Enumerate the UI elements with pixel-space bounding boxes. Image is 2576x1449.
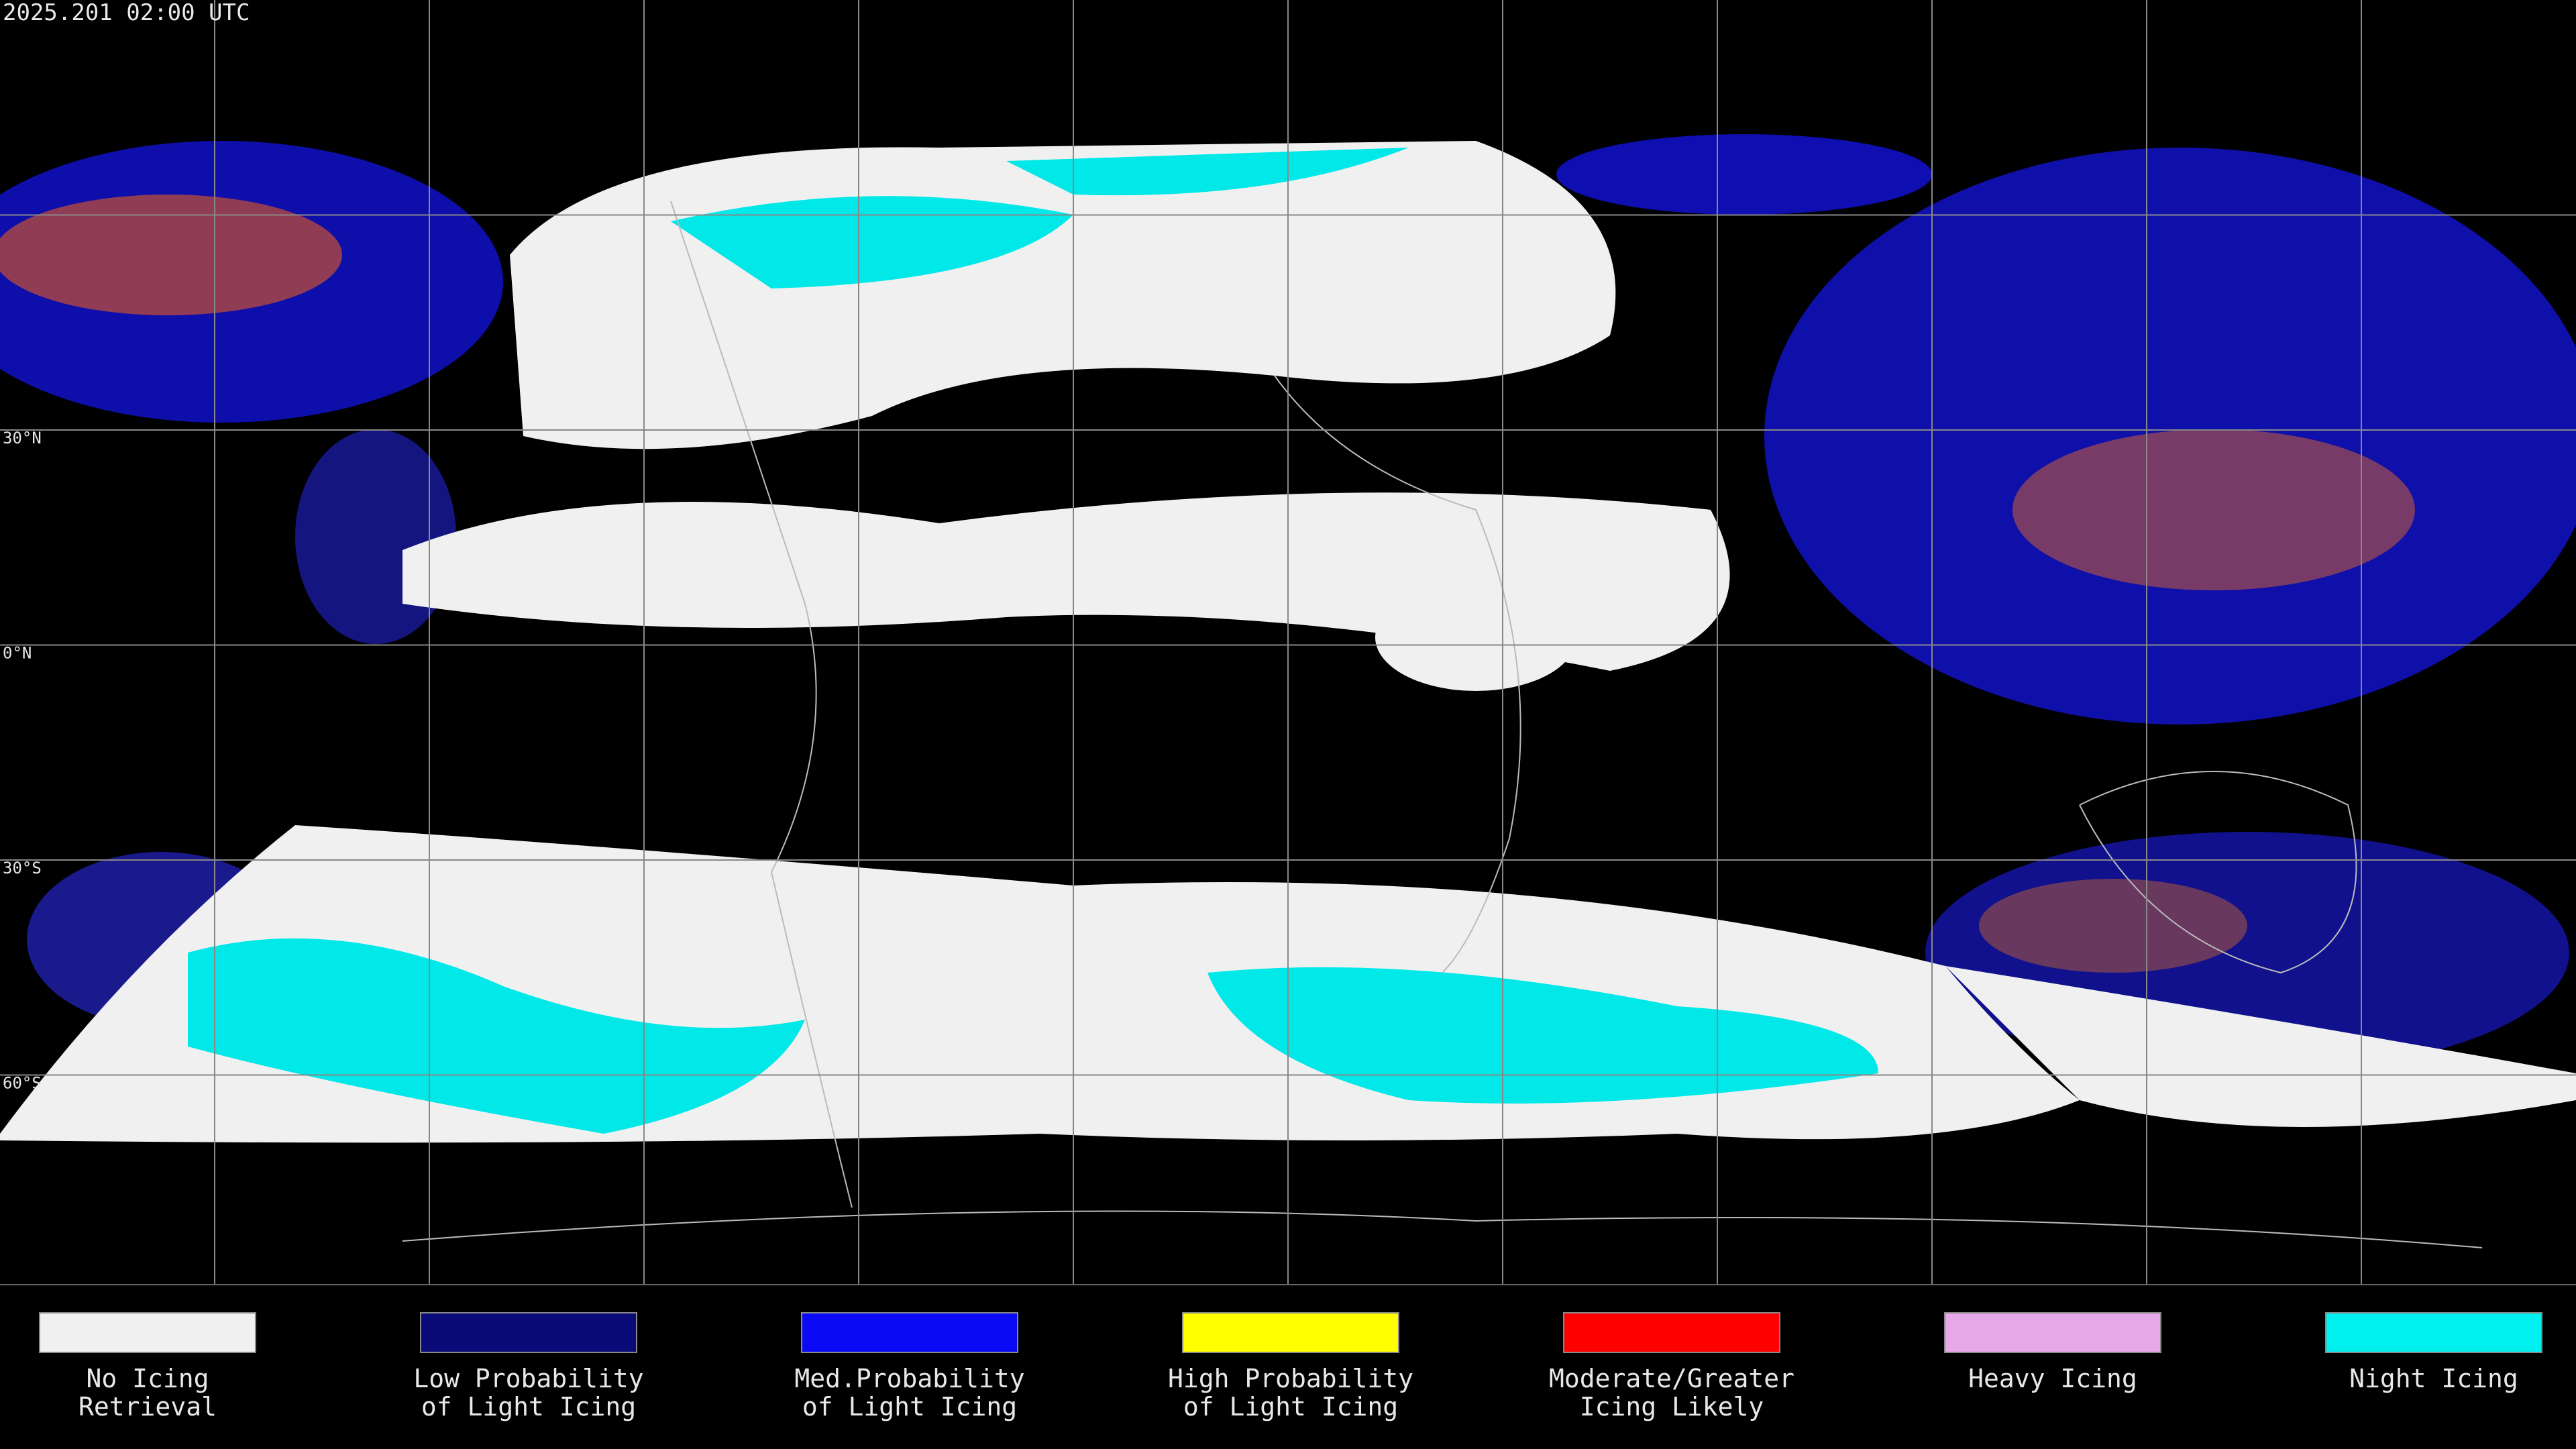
coastline [402,1210,2483,1248]
legend-label: Moderate/Greater [1549,1364,1794,1393]
legend-label: Med.Probability [794,1364,1024,1393]
legend-label: Low Probability [413,1364,643,1393]
legend-label: Night Icing [2349,1364,2518,1393]
icing-area [0,195,342,315]
cloud-area [1945,966,2576,1127]
night-icing-area [1006,148,1409,196]
legend-swatch [1182,1312,1399,1353]
icing-area [295,429,456,644]
legend-label: High Probability [1168,1364,1413,1393]
icing-area [1979,879,2247,973]
legend-swatch [1944,1312,2161,1353]
legend-label: Heavy Icing [1968,1364,2137,1393]
night-icing-area [1208,967,1878,1104]
legend-swatch [420,1312,637,1353]
latitude-label: 30°S [3,859,42,877]
icing-area [2012,429,2415,590]
icing-area [1556,134,1932,215]
legend-label: Icing Likely [1580,1392,1764,1421]
map [0,134,2576,1248]
graticule [0,0,2576,1285]
legend-swatch [39,1312,256,1353]
legend-label: of Light Icing [802,1392,1017,1421]
legend-swatch [801,1312,1018,1353]
cloud-area [1375,584,1576,691]
legend-label: of Light Icing [1183,1392,1398,1421]
latitude-label: 30°N [3,429,42,447]
latitude-label: 0°N [3,644,32,663]
legend-label: Retrieval [78,1392,217,1421]
latitude-label: 60°S [3,1074,42,1093]
legend-label: of Light Icing [421,1392,636,1421]
latitude-labels: 30°N 0°N 30°S 60°S [3,429,42,1093]
coastline [670,201,2357,1208]
night-icing-area [188,938,805,1134]
legend-swatch [2325,1312,2542,1353]
legend-label: No Icing [86,1364,209,1393]
legend-swatch [1563,1312,1780,1353]
night-icing-area [671,196,1073,288]
timestamp: 2025.201 02:00 UTC [3,0,250,26]
